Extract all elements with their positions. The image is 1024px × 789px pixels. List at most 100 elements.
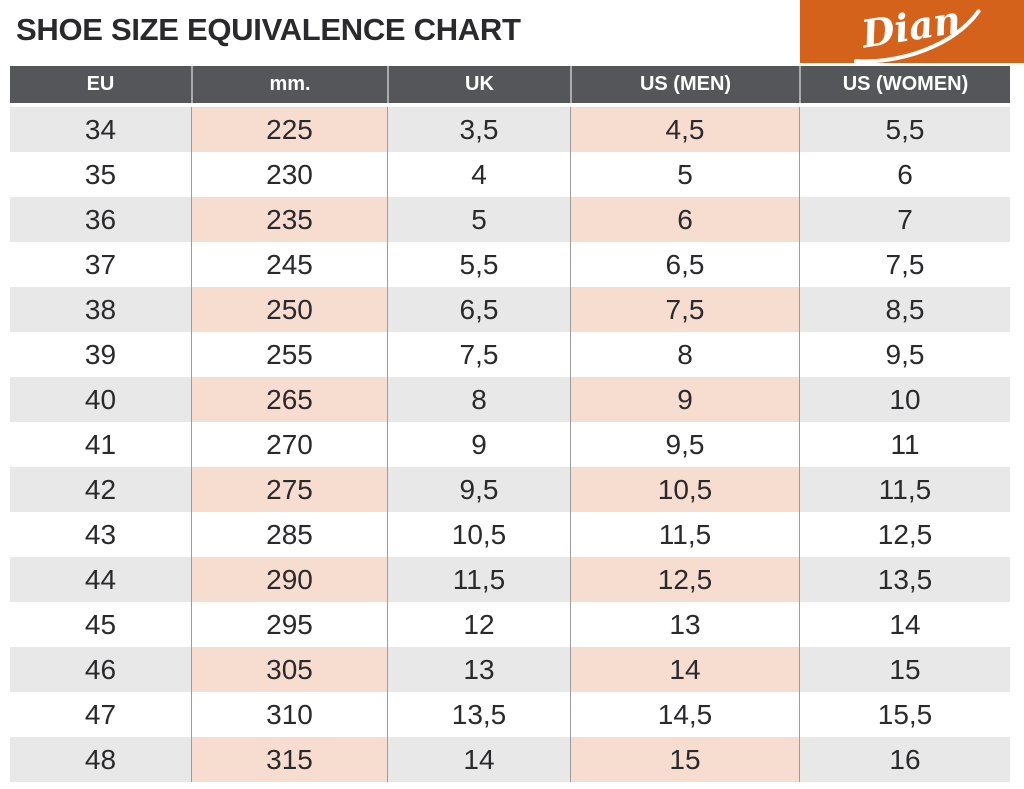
- cell: 45: [10, 602, 191, 647]
- cell: 255: [191, 332, 387, 377]
- cell: 14: [799, 602, 1010, 647]
- cell: 13,5: [799, 557, 1010, 602]
- cell: 5,5: [799, 107, 1010, 152]
- cell: 8,5: [799, 287, 1010, 332]
- cell: 48: [10, 737, 191, 782]
- cell: 15: [570, 737, 799, 782]
- cell: 42: [10, 467, 191, 512]
- cell: 14: [570, 647, 799, 692]
- cell: 11,5: [799, 467, 1010, 512]
- column-header-us-women: US (WOMEN): [799, 66, 1010, 103]
- cell: 11: [799, 422, 1010, 467]
- cell: 305: [191, 647, 387, 692]
- table-row: 43 285 10,5 11,5 12,5: [10, 512, 1010, 557]
- cell: 10: [799, 377, 1010, 422]
- cell: 8: [387, 377, 570, 422]
- cell: 295: [191, 602, 387, 647]
- cell: 34: [10, 107, 191, 152]
- cell: 10,5: [387, 512, 570, 557]
- cell: 5: [570, 152, 799, 197]
- cell: 13: [387, 647, 570, 692]
- cell: 290: [191, 557, 387, 602]
- cell: 310: [191, 692, 387, 737]
- cell: 265: [191, 377, 387, 422]
- cell: 11,5: [570, 512, 799, 557]
- column-header-mm: mm.: [191, 66, 387, 103]
- cell: 250: [191, 287, 387, 332]
- cell: 230: [191, 152, 387, 197]
- cell: 13: [570, 602, 799, 647]
- cell: 46: [10, 647, 191, 692]
- cell: 40: [10, 377, 191, 422]
- cell: 6: [799, 152, 1010, 197]
- cell: 5,5: [387, 242, 570, 287]
- cell: 7: [799, 197, 1010, 242]
- table-row: 41 270 9 9,5 11: [10, 422, 1010, 467]
- table-row: 35 230 4 5 6: [10, 152, 1010, 197]
- table-body: 34 225 3,5 4,5 5,5 35 230 4 5 6 36 235 5 6 7 37 245 5,5 6,…: [10, 107, 1010, 782]
- cell: 275: [191, 467, 387, 512]
- cell: 11,5: [387, 557, 570, 602]
- cell: 14,5: [570, 692, 799, 737]
- cell: 12,5: [799, 512, 1010, 557]
- cell: 6,5: [387, 287, 570, 332]
- cell: 12,5: [570, 557, 799, 602]
- size-equivalence-table: EU mm. UK US (MEN) US (WOMEN) 34 225 3,5 4,5 5,5…: [10, 66, 1010, 782]
- dian-logo-text: Dian: [857, 0, 963, 57]
- cell: 7,5: [570, 287, 799, 332]
- column-header-uk: UK: [387, 66, 570, 103]
- table-row: 47 310 13,5 14,5 15,5: [10, 692, 1010, 737]
- page-title: SHOE SIZE EQUIVALENCE CHART: [16, 12, 521, 47]
- cell: 16: [799, 737, 1010, 782]
- cell: 270: [191, 422, 387, 467]
- brand-logo-box: Dian: [800, 0, 1024, 64]
- cell: 9,5: [570, 422, 799, 467]
- cell: 15,5: [799, 692, 1010, 737]
- cell: 315: [191, 737, 387, 782]
- cell: 35: [10, 152, 191, 197]
- table-row: 48 315 14 15 16: [10, 737, 1010, 782]
- cell: 9,5: [799, 332, 1010, 377]
- cell: 39: [10, 332, 191, 377]
- cell: 5: [387, 197, 570, 242]
- table-row: 34 225 3,5 4,5 5,5: [10, 107, 1010, 152]
- column-header-us-men: US (MEN): [570, 66, 799, 103]
- table-row: 38 250 6,5 7,5 8,5: [10, 287, 1010, 332]
- table-row: 42 275 9,5 10,5 11,5: [10, 467, 1010, 512]
- column-header-eu: EU: [86, 73, 115, 95]
- cell: 44: [10, 557, 191, 602]
- cell: 41: [10, 422, 191, 467]
- cell: 285: [191, 512, 387, 557]
- cell: 9,5: [387, 467, 570, 512]
- cell: 3,5: [387, 107, 570, 152]
- dian-logo: Dian: [853, 0, 981, 64]
- cell: 235: [191, 197, 387, 242]
- cell: 43: [10, 512, 191, 557]
- cell: 47: [10, 692, 191, 737]
- cell: 4,5: [570, 107, 799, 152]
- cell: 15: [799, 647, 1010, 692]
- cell: 6: [570, 197, 799, 242]
- table-row: 40 265 8 9 10: [10, 377, 1010, 422]
- cell: 37: [10, 242, 191, 287]
- cell: 6,5: [570, 242, 799, 287]
- table-row: 37 245 5,5 6,5 7,5: [10, 242, 1010, 287]
- cell: 9: [570, 377, 799, 422]
- table-row: 46 305 13 14 15: [10, 647, 1010, 692]
- cell: 9: [387, 422, 570, 467]
- cell: 8: [570, 332, 799, 377]
- cell: 36: [10, 197, 191, 242]
- cell: 245: [191, 242, 387, 287]
- cell: 14: [387, 737, 570, 782]
- cell: 7,5: [387, 332, 570, 377]
- table-row: 39 255 7,5 8 9,5: [10, 332, 1010, 377]
- cell: 4: [387, 152, 570, 197]
- table-header-row: EU mm. UK US (MEN) US (WOMEN): [10, 66, 1010, 103]
- table-row: 36 235 5 6 7: [10, 197, 1010, 242]
- cell: 13,5: [387, 692, 570, 737]
- cell: 38: [10, 287, 191, 332]
- dian-logo-flourish: [853, 9, 981, 64]
- cell: 12: [387, 602, 570, 647]
- table-row: 44 290 11,5 12,5 13,5: [10, 557, 1010, 602]
